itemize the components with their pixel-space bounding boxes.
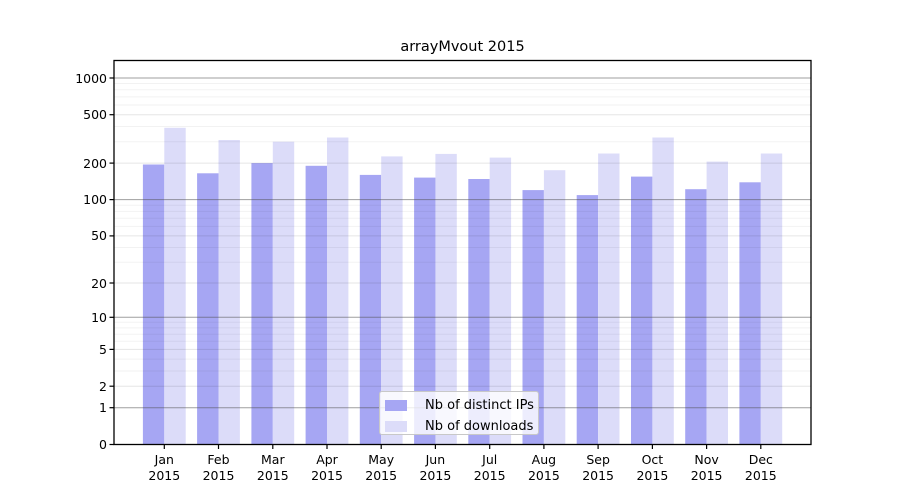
legend-item-downloads: Nb of downloads — [385, 417, 538, 435]
x-tick-label-nov: Nov 2015 — [690, 452, 723, 483]
x-tick-label-jul: Jul 2015 — [473, 452, 506, 483]
bar-distinct-ips-jul — [468, 179, 490, 445]
y-tick-label-10: 10 — [91, 309, 107, 325]
x-tick-label-may: May 2015 — [365, 452, 398, 483]
x-tick-label-oct: Oct 2015 — [636, 452, 669, 483]
y-tick-label-50: 50 — [91, 228, 107, 244]
legend-item-distinct-ips: Nb of distinct IPs — [385, 396, 538, 414]
bar-distinct-ips-jun — [414, 177, 436, 445]
chart-title: arrayMvout 2015 — [400, 39, 525, 55]
bar-downloads-nov — [706, 161, 728, 445]
bar-distinct-ips-mar — [251, 163, 273, 445]
x-tick-label-dec: Dec 2015 — [744, 452, 777, 483]
bar-distinct-ips-feb — [197, 173, 219, 445]
legend: Nb of distinct IPs Nb of downloads — [379, 391, 539, 435]
y-tick-label-500: 500 — [83, 107, 107, 123]
bar-distinct-ips-jan — [142, 164, 165, 445]
bar-downloads-jul — [489, 157, 512, 445]
bar-distinct-ips-apr — [305, 165, 327, 445]
x-tick-label-feb: Feb 2015 — [202, 452, 235, 483]
x-tick-label-sep: Sep 2015 — [582, 452, 614, 483]
y-tick-label-2: 2 — [99, 378, 107, 394]
legend-label-distinct-ips: Nb of distinct IPs — [425, 397, 534, 413]
bar-downloads-dec — [760, 153, 783, 445]
x-tick-label-apr: Apr 2015 — [311, 452, 343, 483]
bar-downloads-aug — [543, 170, 566, 445]
x-tick-label-mar: Mar 2015 — [256, 452, 289, 483]
bar-downloads-apr — [327, 137, 349, 445]
bar-downloads-may — [381, 156, 403, 445]
legend-swatch-downloads — [385, 420, 407, 432]
bar-distinct-ips-dec — [739, 182, 761, 445]
plot-frame — [113, 59, 812, 446]
legend-swatch-distinct-ips — [385, 399, 407, 411]
bar-distinct-ips-oct — [631, 176, 653, 445]
y-tick-label-20: 20 — [91, 275, 107, 291]
y-tick-label-200: 200 — [83, 155, 107, 171]
legend-label-downloads: Nb of downloads — [425, 418, 534, 434]
y-tick-label-1: 1 — [99, 400, 107, 416]
bar-downloads-jan — [164, 127, 186, 445]
y-tick-label-100: 100 — [83, 192, 107, 208]
x-tick-label-jun: Jun 2015 — [419, 452, 452, 483]
bar-downloads-jun — [435, 153, 457, 445]
bar-downloads-feb — [218, 140, 240, 445]
y-tick-label-0: 0 — [99, 437, 107, 452]
bar-distinct-ips-may — [359, 174, 382, 445]
bar-downloads-sep — [598, 153, 620, 445]
bar-downloads-mar — [272, 141, 295, 445]
x-tick-label-jan: Jan 2015 — [148, 452, 181, 483]
bar-downloads-oct — [652, 137, 674, 445]
y-tick-label-1000: 1000 — [75, 70, 107, 86]
x-tick-label-aug: Aug 2015 — [527, 452, 560, 483]
y-tick-label-5: 5 — [99, 341, 107, 357]
bar-distinct-ips-sep — [576, 195, 599, 445]
